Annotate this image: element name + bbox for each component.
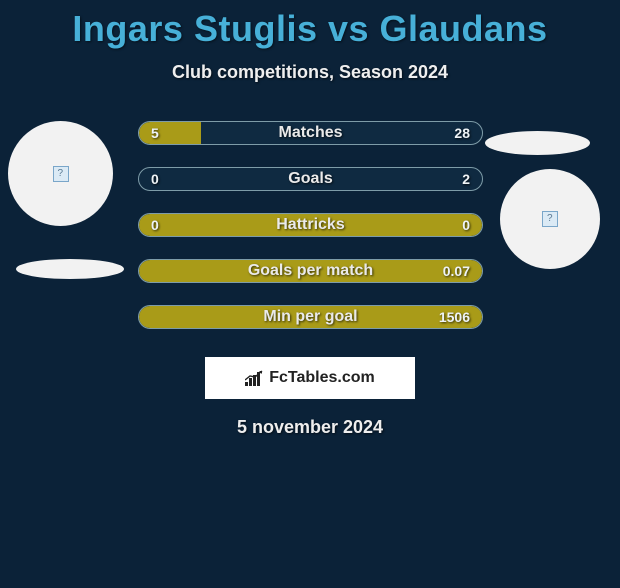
comparison-panel: 5Matches280Goals20Hattricks0Goals per ma… [0,121,620,329]
source-badge-text: FcTables.com [269,369,375,387]
image-placeholder-icon [53,166,69,182]
stat-bar: Min per goal1506 [138,305,483,329]
page-subtitle: Club competitions, Season 2024 [0,62,620,83]
player-right-shadow [485,131,590,155]
player-right-avatar [500,169,600,269]
snapshot-date: 5 november 2024 [0,417,620,438]
fctables-logo-icon [245,370,265,386]
stat-bar: 0Goals2 [138,167,483,191]
stat-label: Goals [139,168,482,190]
player-left-avatar [8,121,113,226]
stat-bar: 5Matches28 [138,121,483,145]
source-badge: FcTables.com [205,357,415,399]
stat-value-right: 0 [462,214,470,236]
stat-bars: 5Matches280Goals20Hattricks0Goals per ma… [138,121,483,329]
stat-value-right: 1506 [439,306,470,328]
stat-label: Min per goal [139,306,482,328]
stat-value-right: 2 [462,168,470,190]
stat-value-right: 0.07 [443,260,470,282]
stat-label: Goals per match [139,260,482,282]
stat-value-right: 28 [454,122,470,144]
image-placeholder-icon [542,211,558,227]
player-left-shadow [16,259,124,279]
stat-bar: 0Hattricks0 [138,213,483,237]
stat-bar: Goals per match0.07 [138,259,483,283]
stat-label: Matches [139,122,482,144]
stat-label: Hattricks [139,214,482,236]
page-title: Ingars Stuglis vs Glaudans [0,8,620,50]
